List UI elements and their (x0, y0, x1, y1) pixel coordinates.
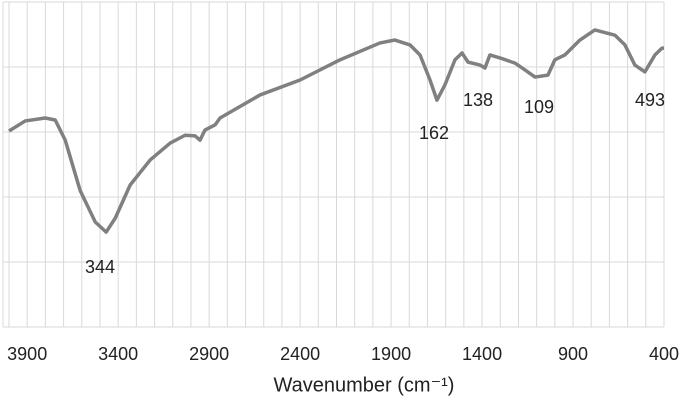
peak-label: 109 (524, 97, 554, 117)
peak-label: 162 (419, 123, 449, 143)
x-tick-label: 2900 (189, 344, 229, 364)
x-tick-label: 3900 (7, 344, 47, 364)
peak-label: 493 (635, 90, 665, 110)
x-tick-label: 1400 (462, 344, 502, 364)
peak-label: 344 (85, 257, 115, 277)
x-tick-label: 2400 (280, 344, 320, 364)
peak-label: 138 (463, 90, 493, 110)
x-tick-label: 1900 (371, 344, 411, 364)
x-tick-label: 3400 (98, 344, 138, 364)
x-axis-label: Wavenumber (cm⁻¹) (274, 374, 455, 396)
spectrum-line (8, 28, 664, 234)
x-tick-label: 900 (558, 344, 588, 364)
x-tick-label: 400 (649, 344, 679, 364)
